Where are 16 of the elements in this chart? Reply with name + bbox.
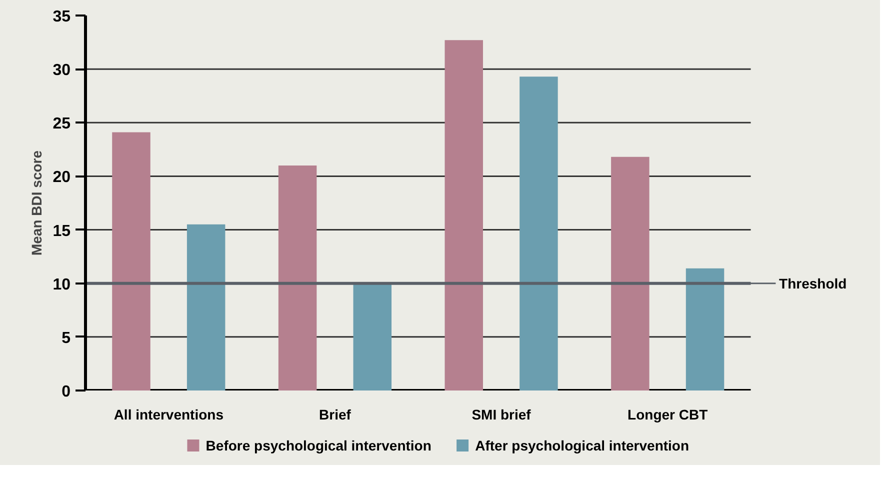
x-tick-label: Longer CBT [628, 406, 708, 422]
legend-label: After psychological intervention [475, 438, 690, 454]
ref-line-label: Threshold [779, 275, 847, 292]
x-tick-label: SMI brief [472, 406, 532, 422]
y-tick-label: 25 [52, 116, 71, 133]
y-tick-label: 30 [52, 62, 71, 80]
y-tick-label: 35 [52, 8, 71, 26]
y-tick-label: 10 [52, 276, 71, 294]
x-tick-label: All interventions [114, 406, 224, 422]
y-tick-label: 15 [52, 222, 71, 240]
y-tick-label: 0 [62, 384, 71, 400]
y-tick-label: 20 [52, 169, 71, 186]
legend-label: Before psychological intervention [206, 438, 432, 454]
y-axis-title: Mean BDI score [28, 150, 45, 256]
y-tick-label: 5 [62, 330, 71, 347]
x-tick-label: Brief [319, 406, 352, 422]
